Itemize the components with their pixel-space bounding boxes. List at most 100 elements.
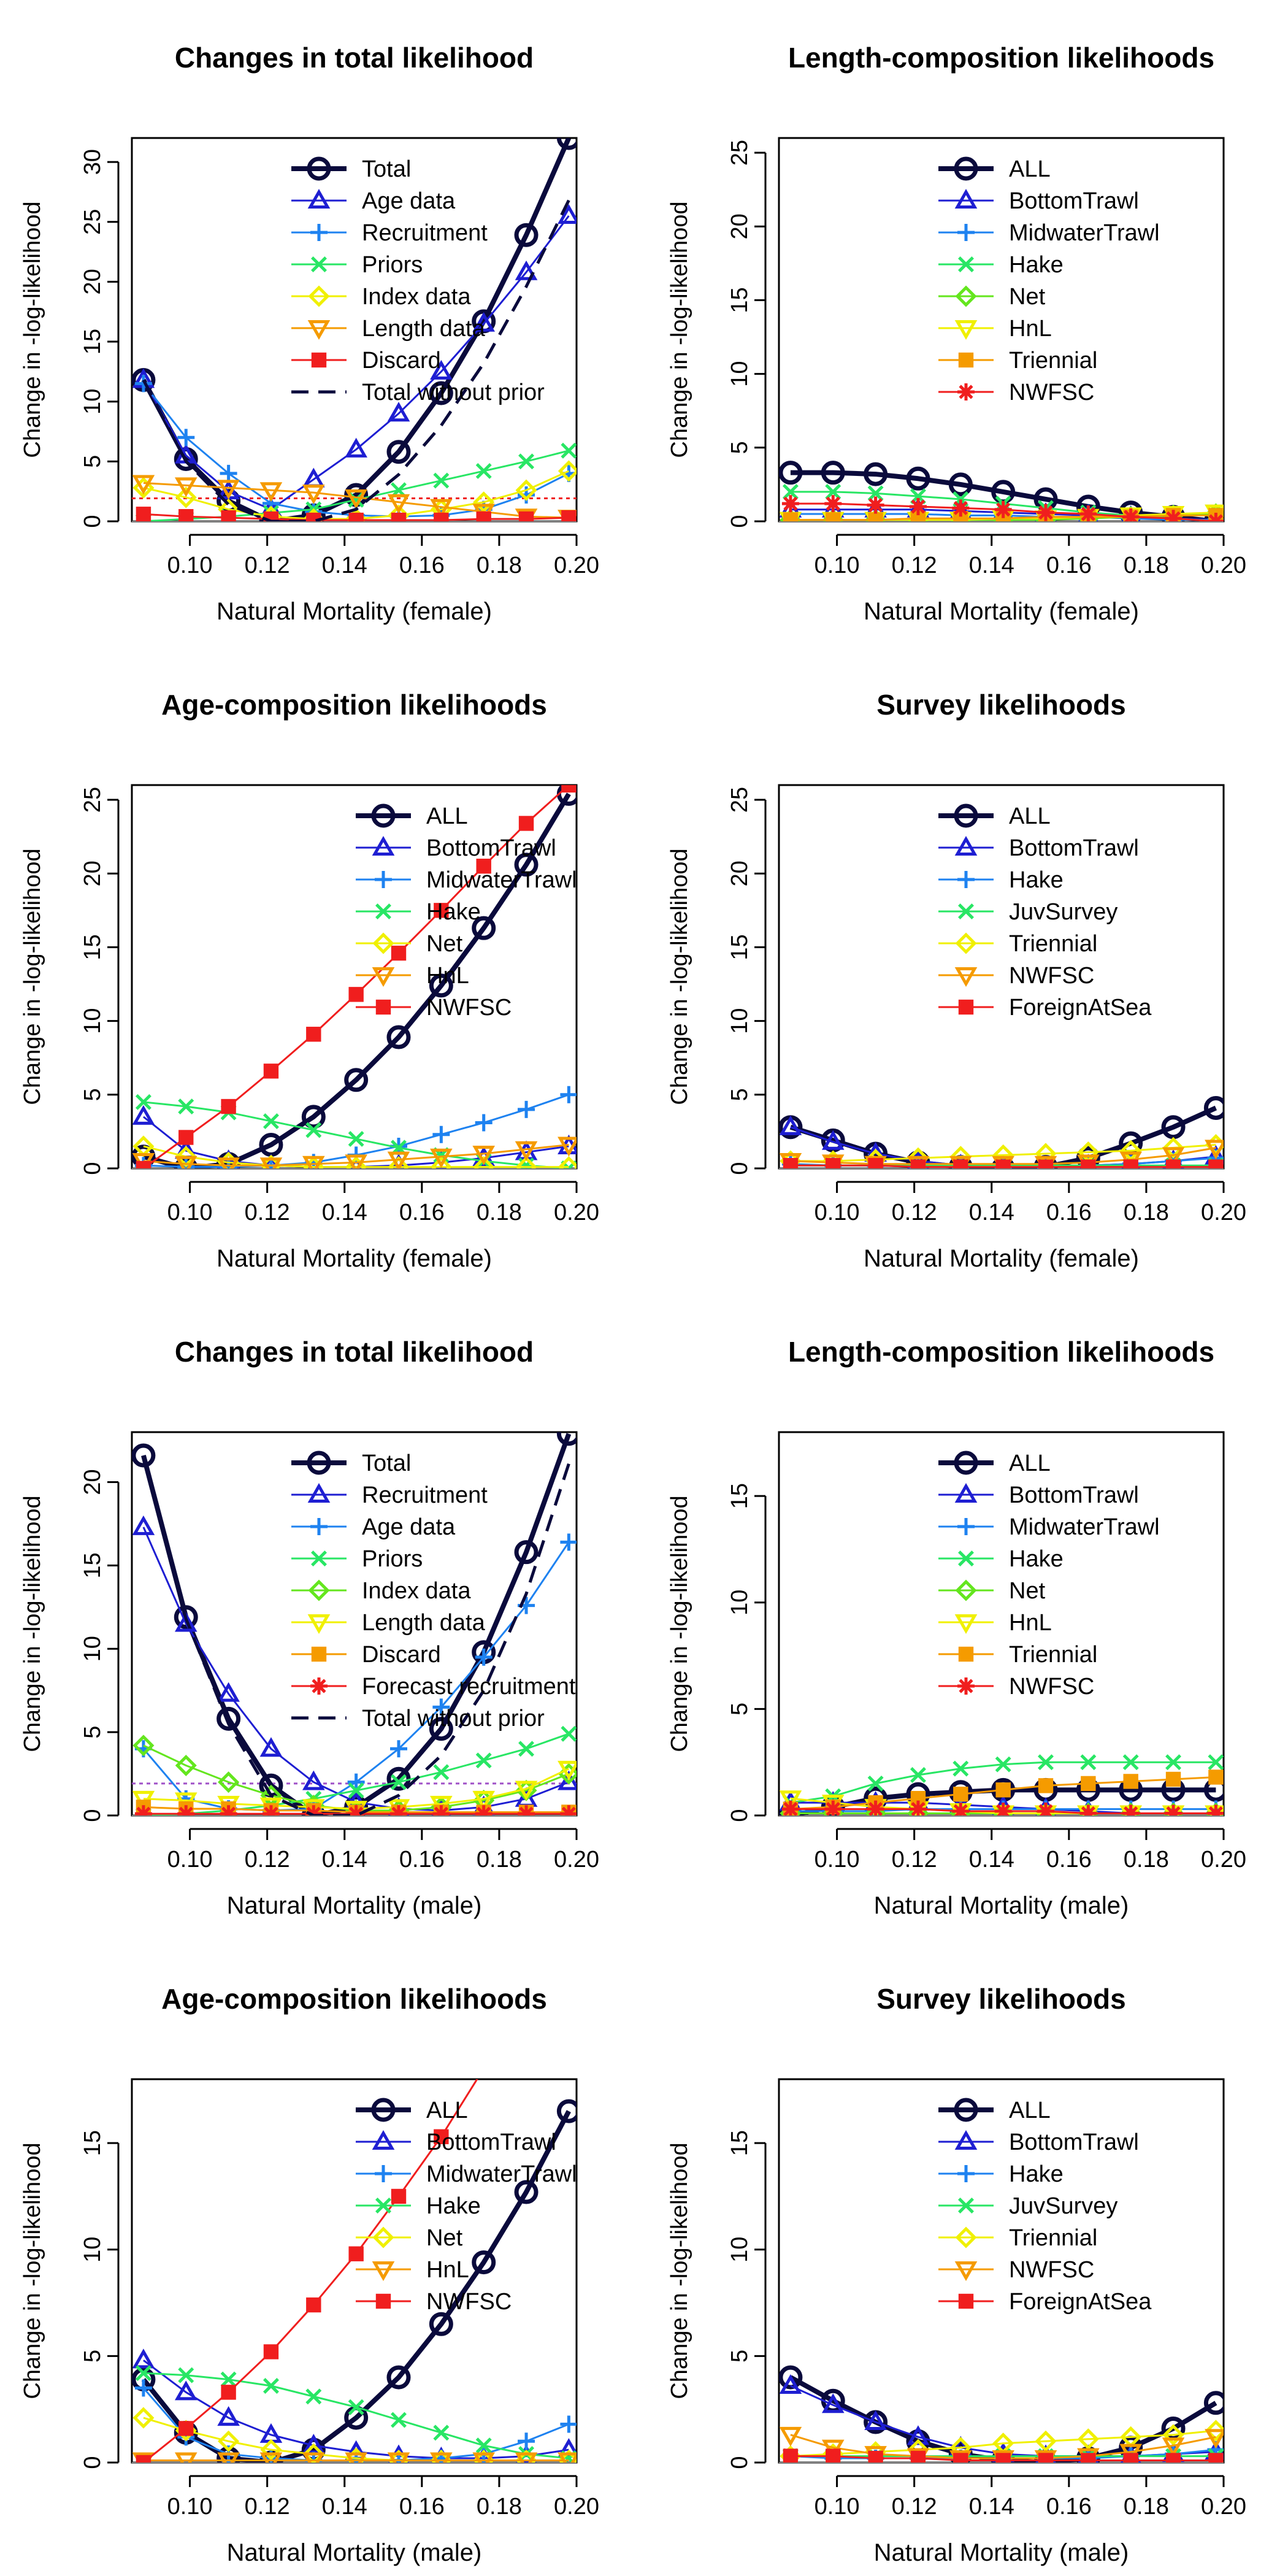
data-point [867,496,884,514]
data-point [390,1805,407,1815]
data-point [475,463,492,479]
x-axis-label: Natural Mortality (male) [874,2539,1129,2566]
data-point [430,1156,452,1168]
legend-label: MidwaterTrawl [1009,1514,1160,1540]
data-point [909,1800,927,1815]
series-layer [132,785,577,1168]
data-point [783,2448,799,2463]
legend-marker [958,2198,974,2214]
legend-marker [375,2293,391,2309]
y-tick-label: 0 [80,515,105,527]
data-point [305,1122,322,1138]
chart-panel: Length-composition likelihoods 0 5 10 15 20 25… [667,42,1246,625]
data-point [175,1146,197,1168]
data-point [177,1805,195,1815]
data-point [995,1756,1011,1773]
legend-marker [372,2129,395,2150]
data-point [1165,1159,1181,1168]
series-line [143,1144,569,1167]
x-tick-label: 0.10 [167,1847,213,1873]
data-point [259,2452,283,2463]
legend-label: HnL [1009,316,1052,342]
data-point [1077,2428,1099,2450]
legend-label: Hake [1009,1546,1064,1572]
data-point [302,1770,325,1790]
data-point [432,1805,450,1815]
data-point [561,1725,577,1742]
data-point [344,1068,369,1092]
legend-label: ForeignAtSea [1009,995,1152,1021]
x-tick-label: 0.16 [399,553,445,578]
series-layer [779,461,1224,521]
x-axis-label: Natural Mortality (male) [227,1892,482,1919]
x-tick-label: 0.16 [1046,1847,1092,1873]
legend-label: Priors [362,252,423,278]
data-point [175,1754,197,1777]
data-point [348,1782,364,1799]
data-point [386,440,411,464]
data-point [562,1912,575,1926]
data-point [1079,1804,1097,1815]
data-point [475,1114,493,1132]
data-point [391,945,407,961]
data-point [906,466,930,491]
x-tick-label: 0.14 [322,1847,367,1873]
y-tick-label: 5 [727,2350,753,2363]
series-line [141,2110,571,2463]
y-tick-label: 5 [80,1726,105,1739]
x-tick-label: 0.16 [1046,2494,1092,2520]
x-tick-label: 0.10 [167,1200,213,1225]
legend-marker [310,1677,328,1695]
data-point [910,1159,926,1168]
data-point [348,2246,364,2261]
x-tick-label: 0.18 [477,553,522,578]
legend-marker [310,1518,328,1535]
data-point [429,381,453,405]
chart-panel: Changes in total likelihood 0 5 10 15 20 Chang… [20,1336,599,1919]
x-tick-label: 0.10 [815,1847,860,1873]
data-point [1205,2420,1224,2442]
data-point [821,2393,845,2413]
data-point [868,2450,883,2463]
data-point [1038,1159,1054,1168]
data-point [1122,508,1140,521]
x-axis-label: Natural Mortality (female) [217,1245,492,1272]
data-point [1162,2437,1185,2458]
data-point [217,480,240,500]
legend-marker [311,1646,327,1662]
x-tick-label: 0.12 [245,553,290,578]
data-point [132,2348,155,2369]
data-point [134,1805,152,1815]
data-point [560,1086,577,1103]
y-tick-label: 30 [80,149,105,175]
y-tick-label: 20 [727,861,753,886]
data-point [390,1740,407,1758]
legend-label: MidwaterTrawl [426,867,577,893]
data-point [1162,1147,1185,1167]
y-tick-label: 15 [727,287,753,313]
x-tick-label: 0.20 [554,2494,599,2520]
y-tick-label: 0 [727,2456,753,2469]
data-point [1123,1159,1138,1168]
data-point [386,1766,411,1791]
data-point [305,2388,322,2405]
legend-marker [372,932,394,954]
data-point [1038,1778,1054,1793]
legend-marker [958,999,974,1015]
legend-marker [375,2165,392,2182]
y-axis-label: Change in -log-likelihood [20,1495,45,1752]
legend-marker [957,1518,975,1535]
data-point [779,461,803,485]
series-layer [132,1912,577,2463]
data-point [824,495,842,513]
data-point [217,1706,241,1731]
legend-label: Hake [1009,252,1064,278]
x-tick-label: 0.20 [1201,1847,1246,1873]
x-tick-label: 0.16 [399,1200,445,1225]
legend-marker [954,1482,978,1503]
data-point [344,1795,369,1815]
legend-marker [954,2098,978,2122]
chart-title: Age-composition likelihoods [161,689,547,721]
data-point [868,1157,883,1168]
x-tick-label: 0.18 [1124,1847,1169,1873]
